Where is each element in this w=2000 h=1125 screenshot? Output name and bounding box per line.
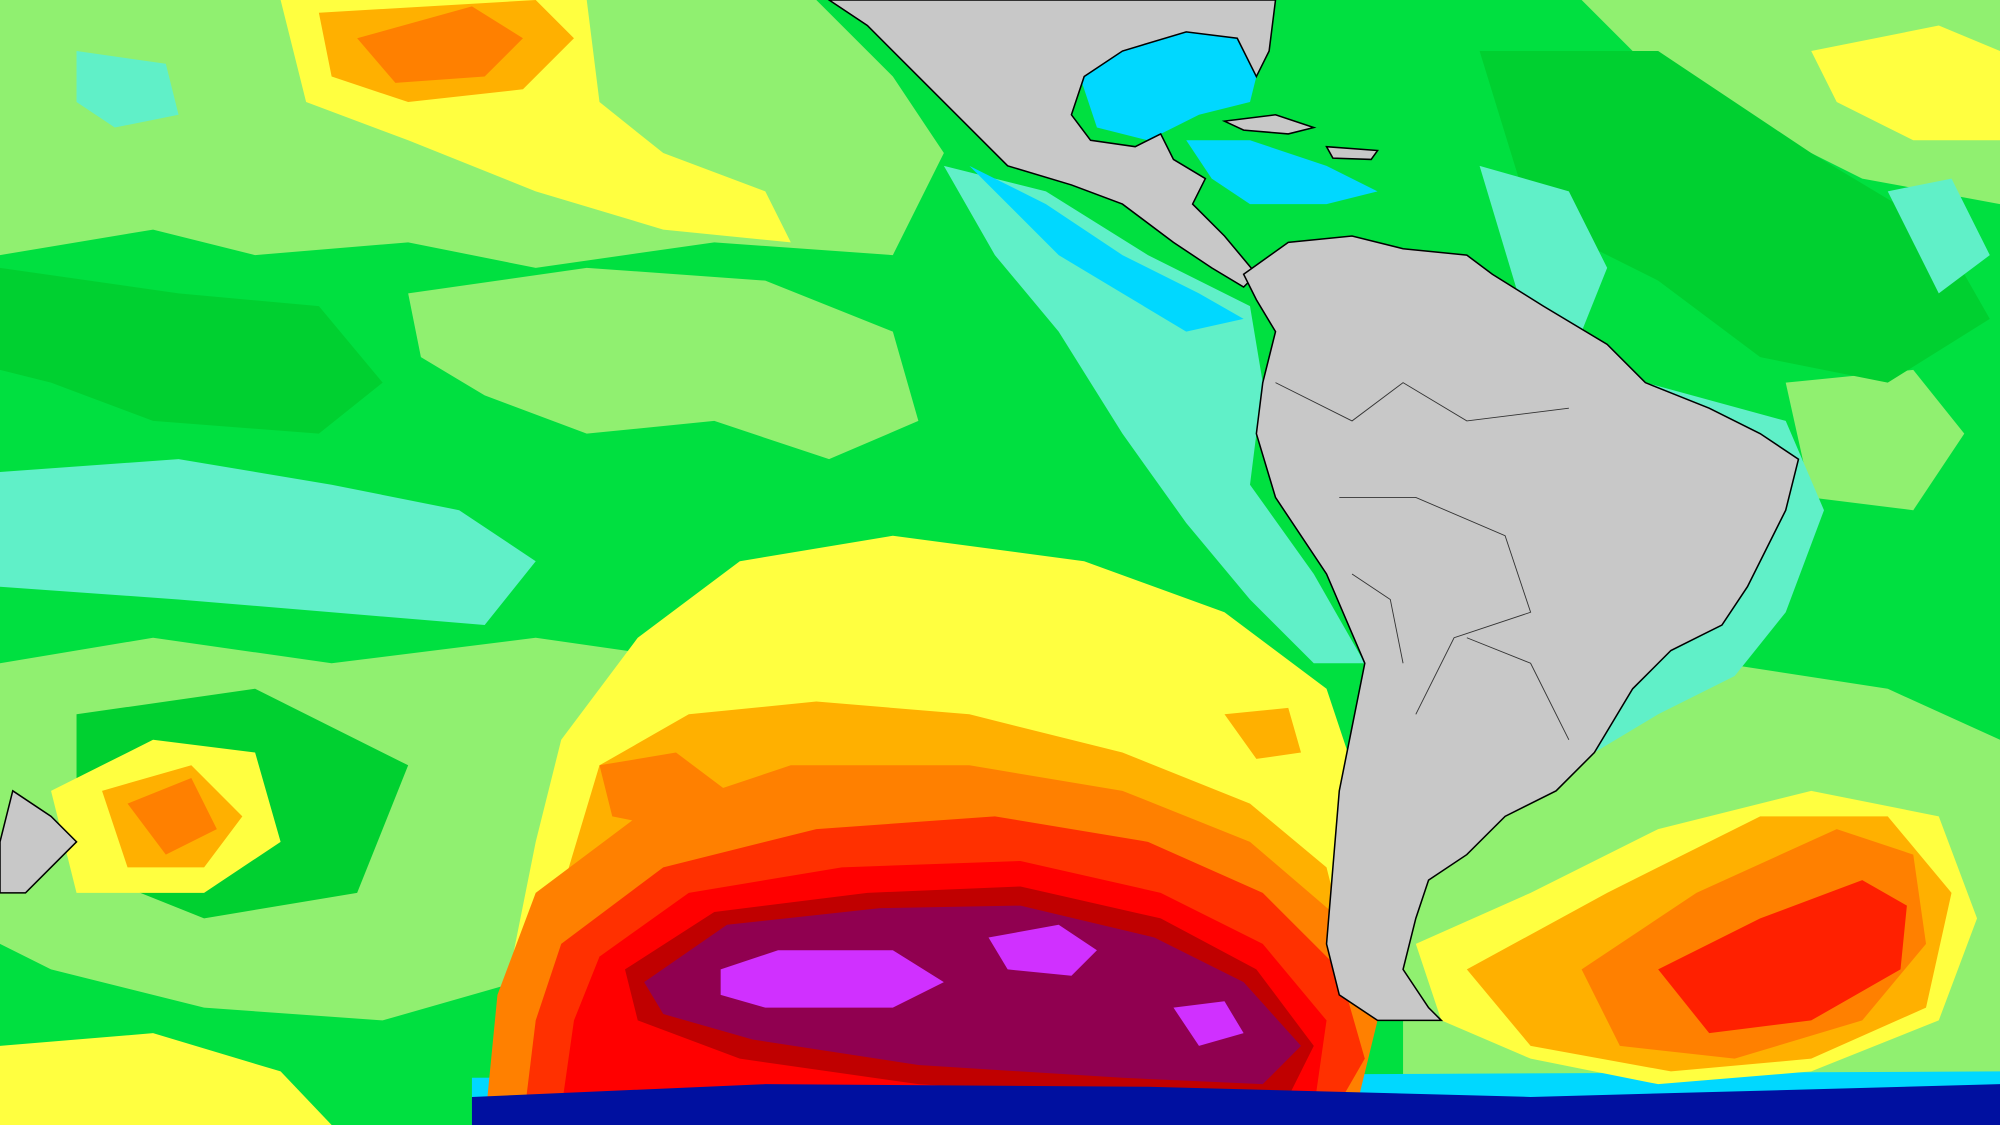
land-masses <box>0 0 1800 1022</box>
north-central-america <box>827 0 1277 288</box>
zone <box>357 6 523 83</box>
zone <box>408 267 919 460</box>
zone <box>1479 165 1608 332</box>
zone <box>0 459 536 625</box>
zone <box>0 267 383 434</box>
hispaniola <box>1325 145 1379 161</box>
south-america <box>1242 235 1800 1022</box>
zone <box>0 1033 332 1125</box>
zone <box>988 924 1097 976</box>
zone <box>76 51 179 128</box>
zone <box>1479 51 1990 383</box>
zone <box>127 778 217 855</box>
zone <box>1173 1001 1244 1046</box>
zone <box>943 165 1365 664</box>
zone <box>1658 880 1907 1034</box>
zone <box>1887 178 1990 294</box>
antarctica-ice <box>471 1084 2000 1125</box>
zone <box>1811 25 2000 141</box>
zone <box>720 950 944 1008</box>
country-borders <box>1275 382 1570 740</box>
zone <box>1186 140 1378 205</box>
cuba <box>1221 114 1317 135</box>
new-zealand <box>0 789 78 894</box>
zone <box>1224 707 1302 759</box>
zone <box>969 165 1244 332</box>
zone <box>1785 369 1965 511</box>
magenta-zones <box>720 924 1244 1046</box>
zone <box>599 752 728 830</box>
ice-shelf <box>471 1084 2000 1125</box>
